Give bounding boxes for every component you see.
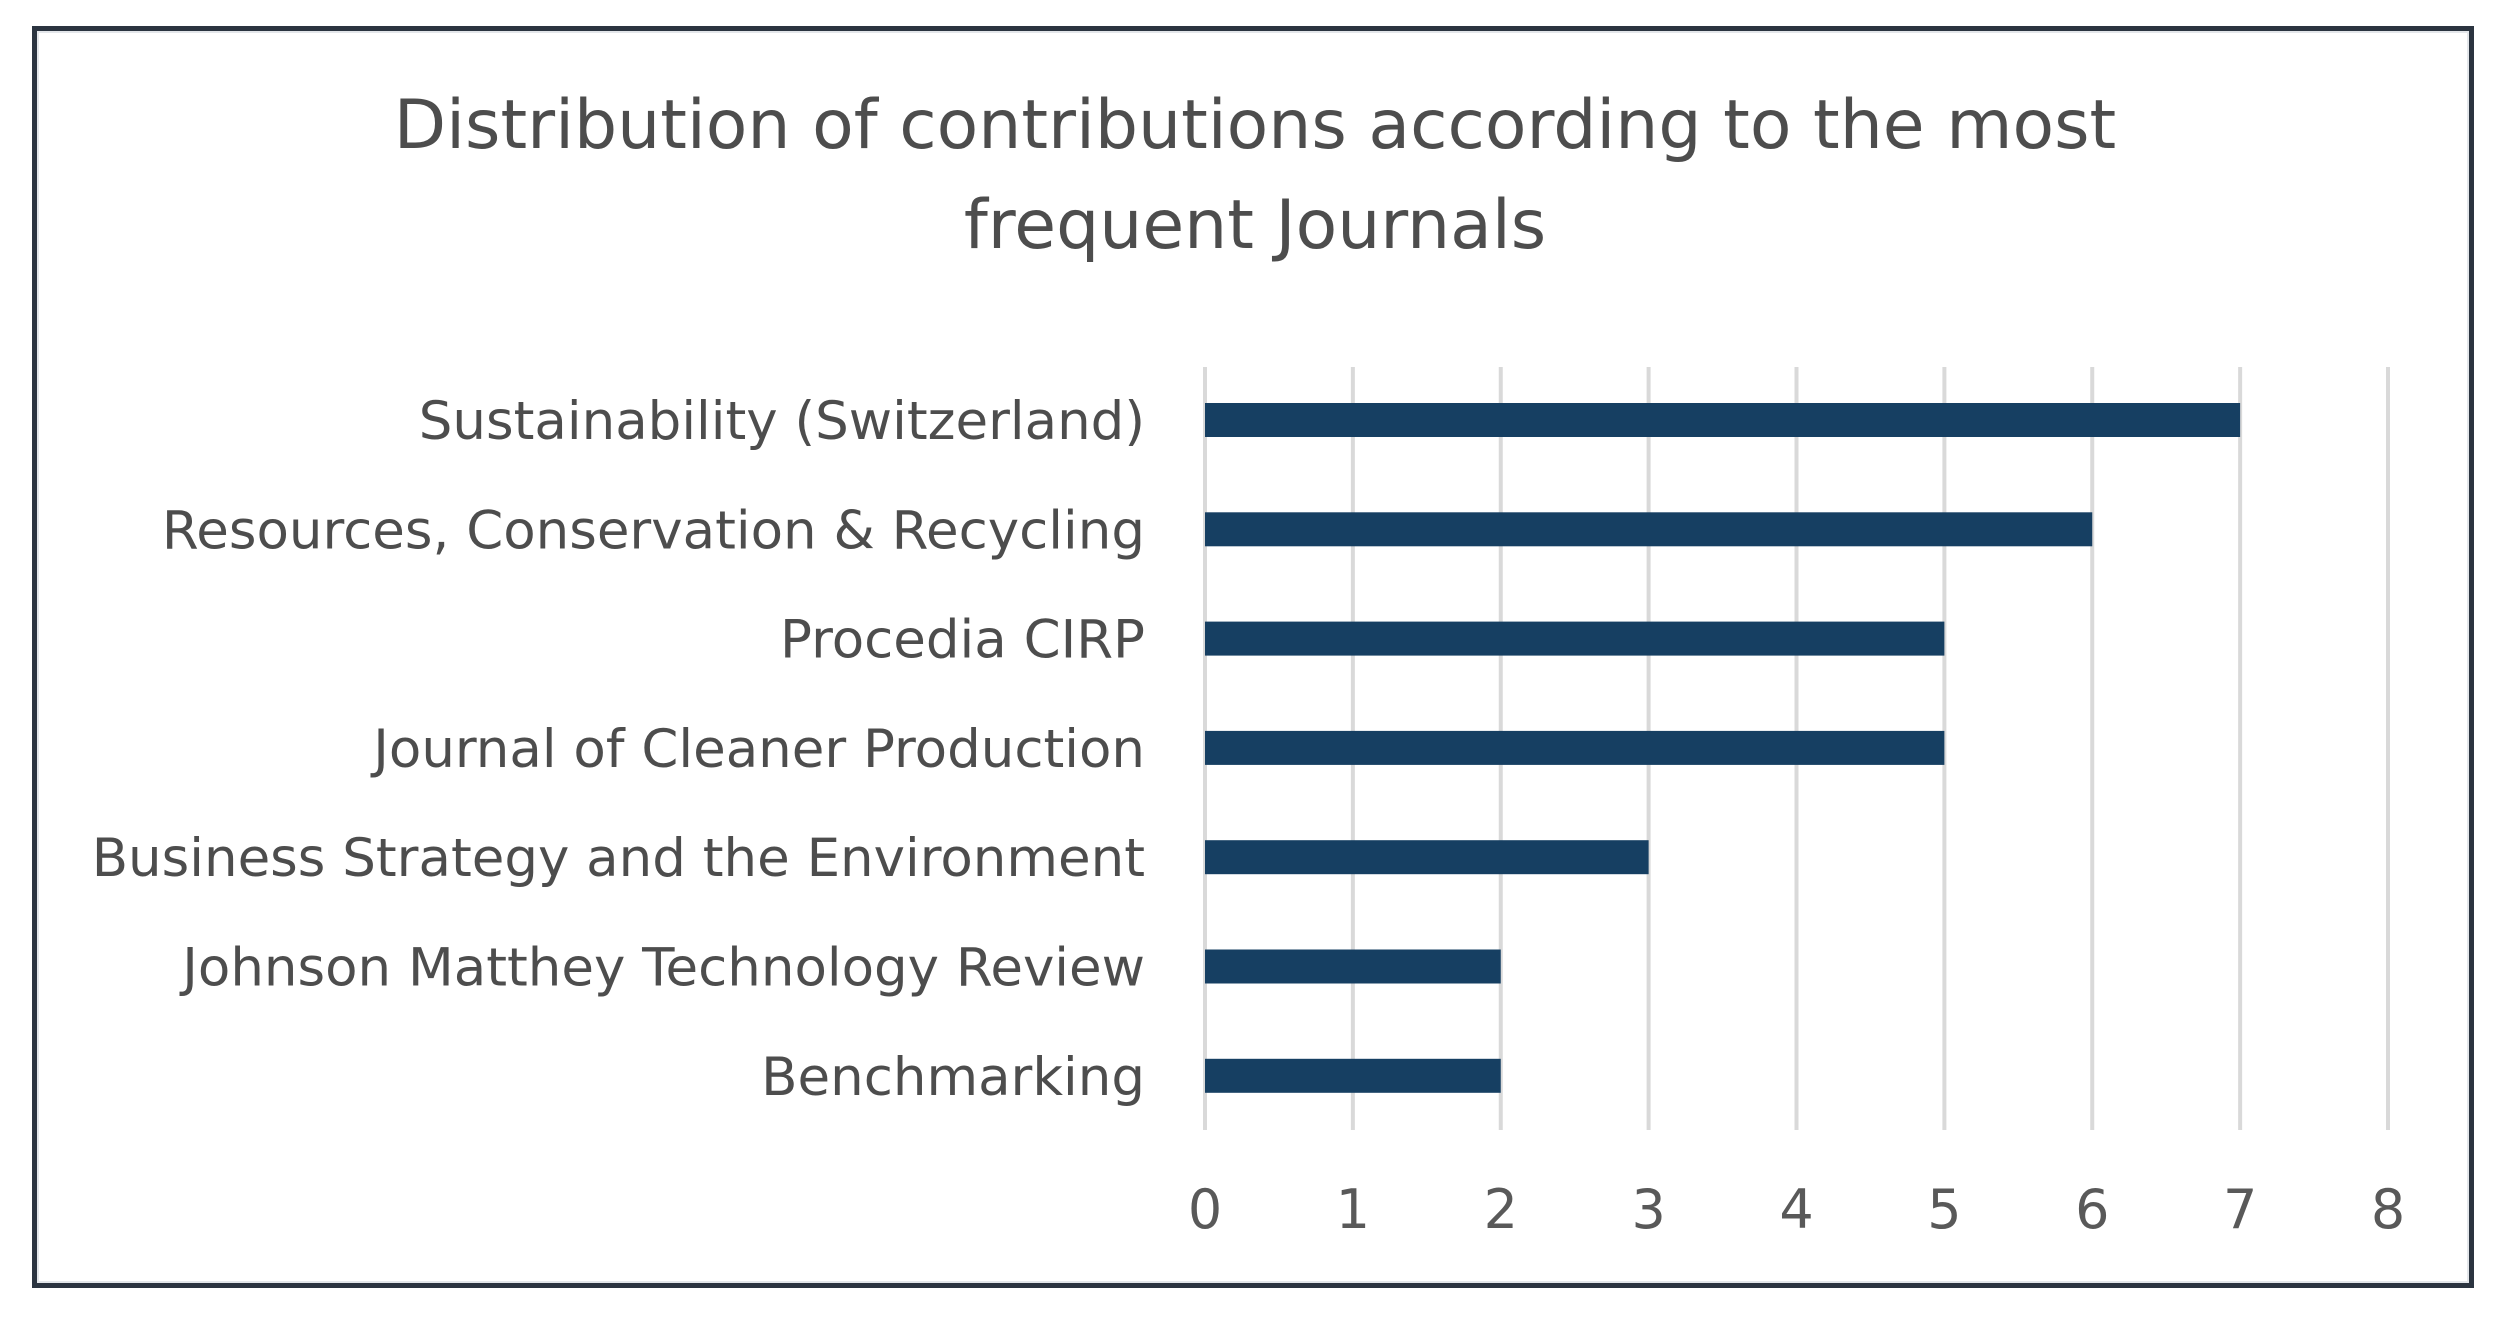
- bar-6: [1205, 949, 1501, 984]
- category-label-7: Benchmarking: [761, 1047, 1145, 1108]
- category-label-1: Sustainability (Switzerland): [419, 391, 1145, 452]
- x-tick-label-0: 0: [1188, 1178, 1222, 1241]
- bar-3: [1205, 621, 1945, 656]
- category-label-5: Business Strategy and the Environment: [92, 828, 1145, 889]
- x-tick-label-2: 2: [1484, 1178, 1518, 1241]
- x-tick-label-5: 5: [1927, 1178, 1961, 1241]
- x-tick-label-6: 6: [2075, 1178, 2109, 1241]
- x-tick-label-1: 1: [1336, 1178, 1370, 1241]
- chart-title-line-1: Distribution of contributions according …: [394, 86, 2116, 165]
- category-label-3: Procedia CIRP: [780, 610, 1145, 671]
- x-tick-label-8: 8: [2371, 1178, 2405, 1241]
- bar-1: [1205, 403, 2241, 437]
- category-label-4: Journal of Cleaner Production: [370, 719, 1145, 780]
- bar-7: [1205, 1058, 1501, 1093]
- bar-4: [1205, 730, 1945, 765]
- bar-5: [1205, 840, 1649, 875]
- chart-title-line-2: frequent Journals: [964, 186, 1546, 265]
- x-tick-label-4: 4: [1779, 1178, 1813, 1241]
- x-tick-label-7: 7: [2223, 1178, 2257, 1241]
- category-label-6: Johnson Matthey Technology Review: [179, 938, 1145, 999]
- category-label-2: Resources, Conservation & Recycling: [162, 500, 1145, 561]
- x-tick-label-3: 3: [1631, 1178, 1665, 1241]
- bar-2: [1205, 512, 2093, 547]
